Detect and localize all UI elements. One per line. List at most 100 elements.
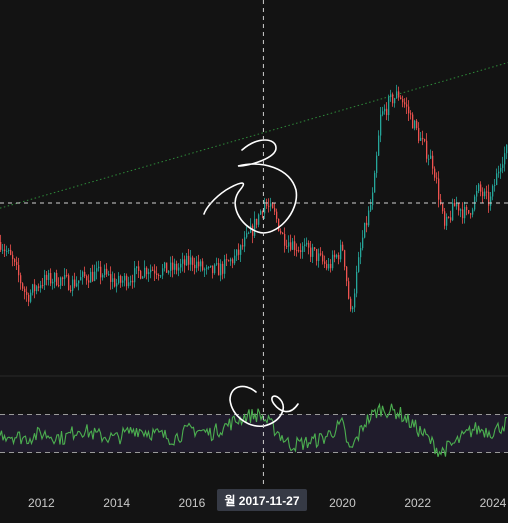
candle-body — [278, 218, 280, 232]
candle-body — [252, 225, 254, 236]
candle-body — [494, 185, 496, 187]
candle-body — [30, 292, 32, 302]
annotation-stroke-oscillator[interactable] — [229, 385, 299, 427]
candle-body — [364, 222, 366, 238]
candle-body — [274, 208, 276, 212]
candle-body — [98, 266, 100, 269]
candle-body — [372, 192, 374, 206]
candle-body — [470, 213, 472, 215]
candle-body — [184, 259, 186, 266]
candle-body — [112, 278, 114, 282]
candle-body — [140, 270, 142, 279]
candle-body — [70, 290, 72, 292]
candle-body — [406, 104, 408, 107]
candle-body — [154, 270, 156, 274]
candle-body — [444, 211, 446, 226]
candle-body — [12, 254, 14, 260]
candle-body — [316, 249, 318, 261]
candle-body — [200, 261, 202, 267]
candle-body — [124, 275, 126, 281]
candle-body — [396, 91, 398, 99]
candle-body — [428, 158, 430, 160]
candle-body — [328, 263, 330, 269]
candle-body — [218, 263, 220, 276]
annotation-stroke-price[interactable] — [203, 139, 298, 234]
candle-body — [40, 285, 42, 288]
price-panel[interactable] — [0, 62, 508, 313]
candle-body — [358, 257, 360, 272]
x-tick-label: 2012 — [28, 496, 55, 510]
candle-body — [270, 203, 272, 207]
crosshair-date-label: 월 2017-11-27 — [224, 493, 299, 508]
candle-body — [202, 261, 204, 270]
candle-body — [32, 284, 34, 293]
candle-body — [454, 202, 456, 207]
candle-body — [304, 244, 306, 247]
candle-body — [242, 245, 244, 247]
candle-body — [62, 277, 64, 279]
candle-body — [382, 111, 384, 115]
candle-body — [314, 247, 316, 250]
time-axis[interactable]: 2012 2014 2016 2020 2022 2024 월 2017-11-… — [28, 489, 507, 511]
candle-body — [158, 275, 160, 277]
x-tick-label: 2016 — [179, 496, 206, 510]
candle-body — [276, 211, 278, 219]
crosshair-date-tag-background — [217, 489, 307, 511]
candle-body — [320, 253, 322, 255]
candle-body — [210, 265, 212, 267]
candle-body — [378, 135, 380, 156]
candle-body — [292, 241, 294, 250]
candle-body — [438, 178, 440, 200]
trendline-drawing[interactable] — [0, 62, 508, 209]
candle-body — [302, 246, 304, 252]
candle-body — [20, 275, 22, 284]
candle-body — [464, 206, 466, 219]
candle-body — [434, 168, 436, 178]
candle-body — [116, 283, 118, 287]
candle-body — [496, 173, 498, 186]
candle-body — [88, 280, 90, 283]
candlestick-series — [0, 84, 508, 313]
candle-body — [228, 260, 230, 262]
candle-body — [472, 209, 474, 215]
candle-body — [346, 266, 348, 282]
x-tick-label: 2024 — [480, 496, 507, 510]
candle-body — [150, 269, 152, 273]
candle-body — [0, 242, 2, 250]
candle-body — [192, 257, 194, 265]
candle-body — [436, 177, 438, 179]
candle-body — [410, 113, 412, 115]
candle-body — [352, 307, 354, 310]
candle-body — [46, 274, 48, 280]
candle-body — [208, 266, 210, 268]
candle-body — [186, 255, 188, 266]
candle-body — [204, 269, 206, 271]
candle-body — [442, 203, 444, 212]
candle-body — [234, 255, 236, 264]
candle-body — [286, 245, 288, 247]
candle-body — [248, 232, 250, 234]
candle-body — [282, 232, 284, 235]
candle-body — [476, 190, 478, 197]
candle-body — [348, 281, 350, 299]
candle-body — [424, 139, 426, 141]
candle-body — [198, 261, 200, 267]
candle-body — [48, 273, 50, 280]
candle-body — [440, 199, 442, 204]
candle-body — [118, 275, 120, 284]
candle-body — [490, 196, 492, 206]
candle-body — [392, 94, 394, 104]
candle-body — [24, 288, 26, 293]
candle-body — [456, 203, 458, 207]
candle-body — [260, 211, 262, 215]
candle-body — [232, 259, 234, 264]
candle-body — [462, 209, 464, 219]
freehand-annotations[interactable] — [203, 139, 299, 427]
oscillator-panel[interactable] — [0, 402, 508, 457]
candle-body — [256, 218, 258, 225]
candle-body — [164, 262, 166, 269]
candle-body — [312, 247, 314, 257]
candle-body — [78, 280, 80, 284]
candle-body — [374, 172, 376, 193]
